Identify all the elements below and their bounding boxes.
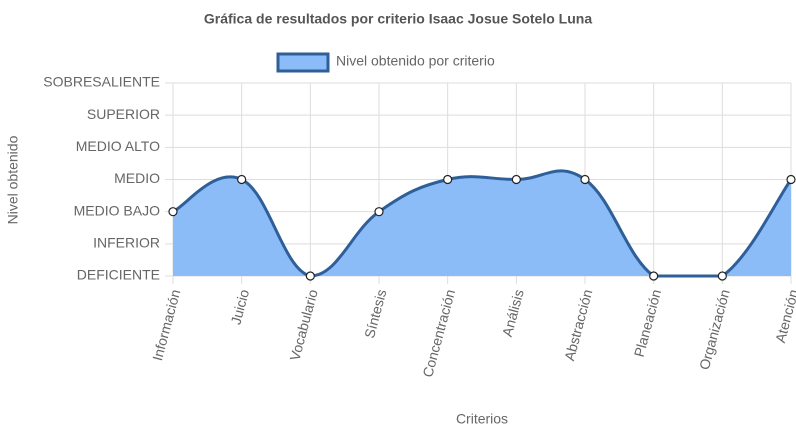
y-tick-label: MEDIO ALTO xyxy=(76,138,160,154)
x-tick-label: Concentración xyxy=(419,288,458,379)
x-tick-label: Planeación xyxy=(631,288,664,359)
point xyxy=(511,174,521,185)
point xyxy=(649,271,659,281)
point xyxy=(168,207,178,217)
x-tick-label: Síntesis xyxy=(361,288,389,340)
x-axis-title: Criterios xyxy=(456,411,508,427)
point xyxy=(443,174,453,185)
x-tick-label: Atención xyxy=(772,288,796,345)
point xyxy=(717,271,727,281)
point xyxy=(305,271,315,281)
point xyxy=(580,174,590,185)
y-axis-title: Nivel obtenido xyxy=(5,135,21,224)
legend-label[interactable]: Nivel obtenido por criterio xyxy=(336,53,495,69)
y-tick-label: SUPERIOR xyxy=(87,106,160,122)
x-tick-label: Organización xyxy=(696,288,733,372)
y-tick-label: MEDIO xyxy=(114,170,160,186)
x-tick-label: Juicio xyxy=(227,287,252,326)
point xyxy=(374,207,384,217)
point xyxy=(237,174,247,185)
line xyxy=(172,169,793,278)
area xyxy=(173,170,791,276)
legend-swatch[interactable] xyxy=(276,52,330,73)
y-tick-label: MEDIO BAJO xyxy=(74,202,160,218)
y-tick-label: SOBRESALIENTE xyxy=(43,74,160,90)
chart-title: Gráfica de resultados por criterio Isaac… xyxy=(204,11,592,27)
x-tick-label: Análisis xyxy=(499,288,527,339)
x-tick-label: Información xyxy=(149,288,183,363)
y-tick-label: DEFICIENTE xyxy=(77,267,160,283)
y-tick-label: INFERIOR xyxy=(93,235,160,251)
x-tick-label: Abstracción xyxy=(561,288,595,363)
x-tick-label: Vocabulario xyxy=(286,287,320,362)
point xyxy=(786,174,796,185)
